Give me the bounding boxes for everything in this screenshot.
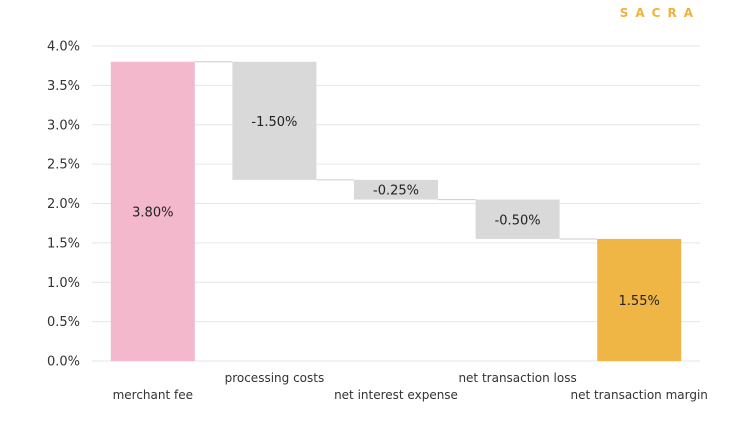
category-label: net transaction margin [570,388,707,402]
data-label: -0.50% [495,213,541,228]
bar-net-transaction-margin [597,238,682,361]
y-tick-label: 2.0% [47,197,80,212]
data-label: 1.55% [619,294,660,309]
y-tick-label: 0.5% [47,315,80,330]
category-label: net interest expense [334,388,458,402]
category-label: merchant fee [113,388,193,402]
y-tick-label: 1.0% [47,276,80,291]
bar-processing-costs [232,61,317,180]
y-tick-label: 3.5% [47,79,80,94]
bar-net-interest-expense [354,179,438,200]
y-tick-label: 0.0% [47,355,80,370]
bar-net-transaction-loss [475,199,560,239]
data-label: 3.80% [132,205,173,220]
y-tick-label: 4.0% [47,40,80,55]
data-label: -1.50% [251,115,297,130]
y-tick-label: 2.5% [47,158,80,173]
bar-merchant-fee [110,61,195,361]
category-label: net transaction loss [458,371,576,385]
sacra-logo: SACRA [619,6,700,20]
category-label: processing costs [225,371,325,385]
y-tick-label: 3.0% [47,118,80,133]
data-label: -0.25% [373,184,419,199]
y-tick-label: 1.5% [47,236,80,251]
